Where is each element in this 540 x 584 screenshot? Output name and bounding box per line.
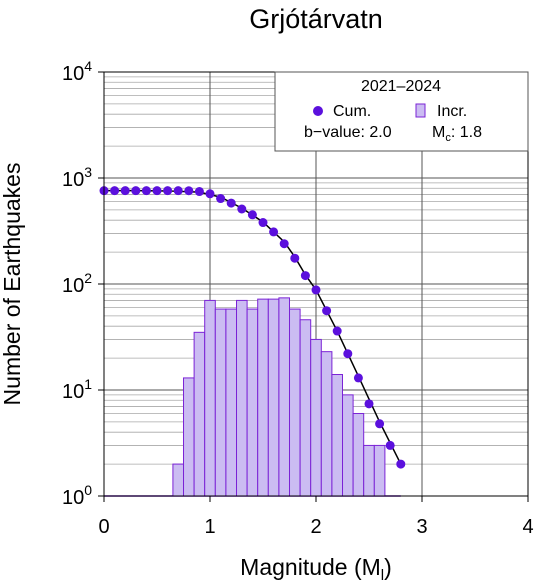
- y-tick-label: 100: [62, 482, 92, 509]
- y-tick-base: 10: [62, 381, 84, 403]
- y-tick-exponent: 3: [84, 164, 92, 180]
- legend-mc-sub: c: [445, 132, 451, 144]
- y-tick-exponent: 1: [84, 376, 92, 392]
- cumulative-point: [205, 189, 215, 199]
- incremental-bar: [193, 331, 206, 497]
- cumulative-point: [173, 186, 183, 196]
- x-tick-label: 2: [310, 516, 321, 538]
- x-tick-label: 1: [204, 516, 215, 538]
- incremental-bar: [225, 308, 237, 497]
- y-tick-exponent: 0: [84, 482, 92, 498]
- incremental-bar: [363, 444, 375, 497]
- x-axis-label-close: ): [384, 554, 392, 580]
- incremental-bar: [246, 308, 259, 497]
- x-axis-label-main: Magnitude (M: [240, 554, 381, 580]
- incremental-bar: [257, 298, 269, 497]
- x-tick-label: 0: [98, 516, 109, 538]
- cumulative-points: [99, 186, 406, 469]
- legend-cum-label: Cum.: [333, 103, 371, 120]
- incremental-bar: [352, 413, 365, 497]
- legend-incr-label: Incr.: [437, 103, 467, 120]
- legend-mc-prefix: M: [432, 124, 445, 141]
- cumulative-point: [375, 419, 385, 429]
- cumulative-point: [332, 326, 342, 336]
- cumulative-point: [258, 218, 268, 228]
- incremental-bar: [299, 319, 312, 497]
- cumulative-point: [152, 186, 162, 196]
- legend: 2021–2024 Cum. Incr. b−value: 2.0 Mc: 1.…: [274, 71, 529, 152]
- cumulative-point: [279, 239, 289, 249]
- y-tick-label: 104: [62, 58, 92, 85]
- legend-mc-value: : 1.8: [451, 124, 482, 141]
- y-tick-label: 102: [62, 270, 92, 297]
- incremental-bar: [373, 444, 386, 497]
- cumulative-point: [110, 186, 120, 196]
- y-tick-base: 10: [62, 487, 84, 509]
- cumulative-point: [184, 186, 194, 196]
- chart-title: Grjótárvatn: [249, 4, 383, 34]
- incremental-bar: [331, 374, 344, 497]
- y-tick-label: 101: [62, 376, 92, 403]
- cumulative-point: [353, 373, 363, 383]
- y-axis-label: Number of Earthquakes: [0, 163, 25, 406]
- legend-bvalue: b−value: 2.0: [304, 124, 392, 141]
- cumulative-point: [120, 186, 130, 196]
- cumulative-point: [364, 399, 374, 409]
- y-tick-base: 10: [62, 275, 84, 297]
- x-axis-ticks: 0 1 2 3 4: [98, 496, 534, 538]
- cumulative-point: [343, 349, 353, 359]
- cumulative-point: [194, 187, 204, 197]
- legend-cum-marker: [313, 106, 323, 116]
- cumulative-point: [237, 204, 247, 214]
- y-tick-base: 10: [62, 169, 84, 191]
- cumulative-point: [300, 271, 310, 281]
- y-tick-base: 10: [62, 63, 84, 85]
- incremental-bar: [267, 298, 280, 497]
- incremental-bar: [310, 338, 322, 497]
- incremental-bar: [278, 297, 291, 497]
- x-tick-label: 4: [522, 516, 533, 538]
- cumulative-point: [226, 198, 236, 208]
- cumulative-point: [322, 306, 332, 316]
- incremental-bar: [172, 463, 184, 497]
- y-tick-label: 103: [62, 164, 92, 191]
- x-axis-label-sub: l: [381, 567, 384, 584]
- cumulative-point: [216, 194, 226, 204]
- legend-title: 2021–2024: [361, 78, 441, 95]
- cumulative-point: [396, 459, 406, 469]
- cumulative-point: [141, 186, 151, 196]
- cumulative-point: [290, 253, 300, 263]
- y-tick-exponent: 2: [84, 270, 92, 286]
- incremental-bar: [289, 308, 301, 497]
- cumulative-point: [247, 210, 257, 220]
- incremental-bar: [183, 377, 195, 497]
- incremental-bar: [214, 308, 227, 497]
- incremental-bars: [104, 297, 401, 497]
- y-tick-exponent: 4: [84, 58, 92, 74]
- legend-incr-marker: [415, 103, 426, 118]
- cumulative-point: [163, 186, 173, 196]
- incremental-bar: [236, 299, 248, 497]
- incremental-bar: [320, 351, 333, 497]
- cumulative-point: [385, 440, 395, 450]
- x-tick-label: 3: [416, 516, 427, 538]
- cumulative-point: [311, 285, 321, 295]
- cumulative-point: [269, 227, 279, 237]
- legend-mc: Mc: 1.8: [432, 124, 482, 144]
- incremental-bar: [204, 299, 216, 497]
- incremental-bar: [342, 394, 354, 497]
- cumulative-point: [131, 186, 141, 196]
- x-axis-label: Magnitude (Ml): [240, 554, 392, 584]
